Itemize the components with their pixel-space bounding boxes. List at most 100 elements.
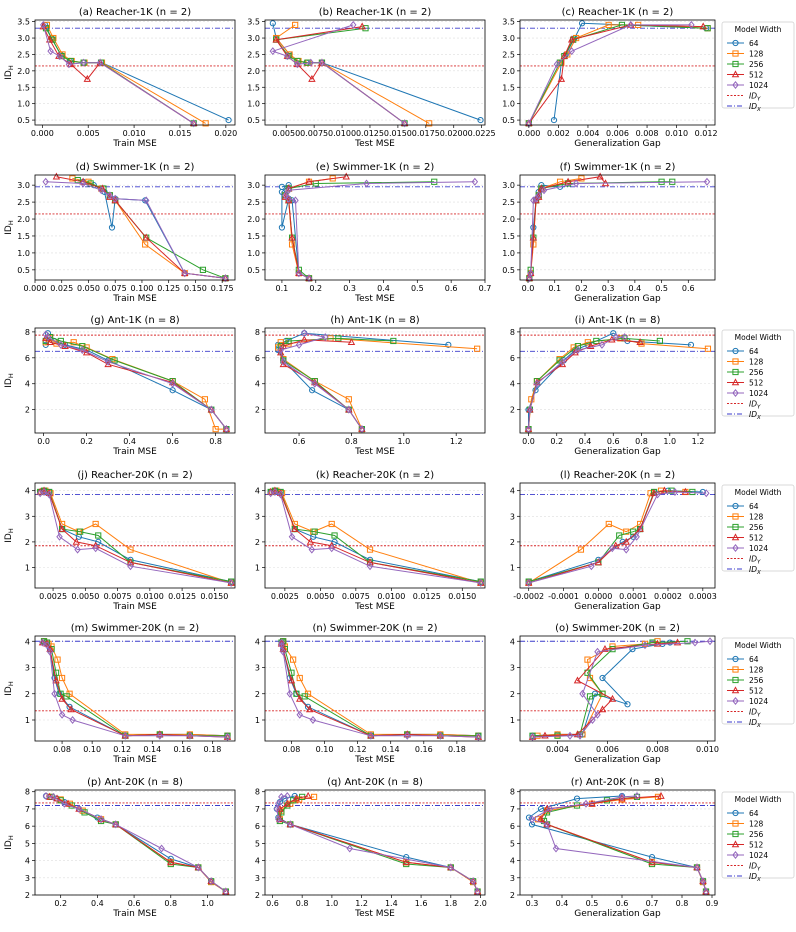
y-tick-label: 7 [255,805,260,814]
y-tick-label: 1 [25,564,30,573]
data-point [366,562,374,571]
data-point [222,424,231,432]
data-point [358,424,366,432]
data-point [273,804,281,813]
x-tick-label: 1.6 [415,899,428,908]
y-tick-label: 2 [255,891,260,900]
legend-entry: 64 [749,39,759,48]
x-tick-label: 0.6 [128,899,141,908]
y-tick-label: 4 [25,637,30,646]
data-point [295,269,303,277]
data-point [704,25,711,32]
data-point [56,532,63,541]
data-point [296,674,303,682]
data-point [366,546,374,553]
legend-entry: 512 [749,841,764,850]
y-tick-label: 5 [510,839,515,848]
data-point [402,858,410,866]
axes-frame [264,327,486,434]
x-tick-label: 0.004 [577,129,600,138]
x-tick-label: 0.0150 [200,592,228,601]
series-line-1024 [276,795,479,892]
data-point [657,791,665,799]
series-line-64 [44,24,229,121]
x-tick-label: 0.004 [546,745,569,754]
series-line-256 [77,179,226,279]
panel-title: (j) Reacher-20K (n = 2) [77,470,192,481]
data-point [474,345,481,352]
series-line-128 [284,177,333,279]
chart-panel-i: 0.0 0.2 0.4 0.6 0.8 1.0 1.2 2 4 6 8 (i) Ant-1K (n =… [510,315,716,457]
x-tick-label: 0.4 [123,437,136,446]
x-tick-label: 0.1 [548,284,561,293]
x-tick-label: 0.10 [83,745,101,754]
x-tick-label: 0.0225 [468,129,496,138]
series-line-1024 [270,491,481,584]
data-point [605,520,612,528]
data-point [307,58,315,67]
panel-title: (e) Swimmer-1K (n = 2) [316,162,435,173]
data-point [227,578,235,587]
data-point [475,733,482,742]
y-axis-label: IDH [4,65,15,80]
y-tick-label: 1.0 [502,100,515,109]
chart-panel-o: 0.004 0.006 0.008 0.010 1 2 3 4 (o) Swimmer-20K … [510,623,719,765]
data-point [574,346,582,355]
x-tick-label: 0.1 [276,284,289,293]
legend-entry: 512 [749,71,764,80]
chart-panel-l: -0.0002 -0.0001 0.0000 0.0001 0.0002 0.0003 1 2… [510,470,717,612]
data-point [300,335,309,343]
data-point [732,60,739,68]
data-point [108,224,116,231]
y-tick-label: 2.5 [502,198,515,207]
legend-entry: 64 [749,347,759,356]
chart-panel-h: 0.6 0.8 1.0 1.2 2 4 6 8 (h) Ant-1K (n = 8) Test M… [255,315,486,457]
data-point [528,396,535,403]
legend-entry: 1024 [749,851,768,860]
data-point [732,389,739,397]
data-point [566,731,574,740]
x-tick-label: 0.0125 [413,592,441,601]
data-point [732,820,739,827]
y-tick-label: 6 [25,354,30,363]
data-point [732,666,739,673]
x-tick-label: 0.16 [415,745,433,754]
legend-ref-entry: IDY [749,92,761,103]
data-point [445,341,452,348]
x-tick-label: 0.7 [646,899,659,908]
series-line-128 [271,490,481,584]
data-point [46,647,54,656]
data-point [636,524,644,532]
x-tick-label: 0.000 [517,129,540,138]
data-point [593,337,600,345]
data-point [656,337,663,345]
series-line-1024 [528,181,708,279]
data-point [77,528,84,535]
data-point [278,809,285,816]
x-axis-label: Test MSE [354,447,395,457]
data-point [572,179,580,188]
x-tick-label: 0.5 [586,899,599,908]
data-point [609,544,616,553]
legend-entry: 64 [749,809,759,818]
data-point [660,486,669,494]
data-point [589,716,596,724]
x-axis-label: Test MSE [354,139,395,149]
data-point [529,733,536,742]
data-point [308,74,316,82]
data-point [367,731,375,740]
y-axis-label: IDH [4,528,15,543]
legend-title: Model Width [735,641,782,650]
data-point [540,186,548,195]
x-tick-label: 0.0075 [104,592,132,601]
x-tick-label: 0.3 [526,899,539,908]
series-line-256 [528,181,673,279]
data-point [278,641,285,650]
data-point [278,188,286,196]
data-point [608,335,616,343]
y-tick-label: 4 [510,637,515,646]
panel-title: (p) Ant-20K (n = 8) [87,777,183,788]
x-tick-label: 0.2 [80,437,93,446]
data-point [296,710,303,719]
y-tick-label: 7 [25,805,30,814]
